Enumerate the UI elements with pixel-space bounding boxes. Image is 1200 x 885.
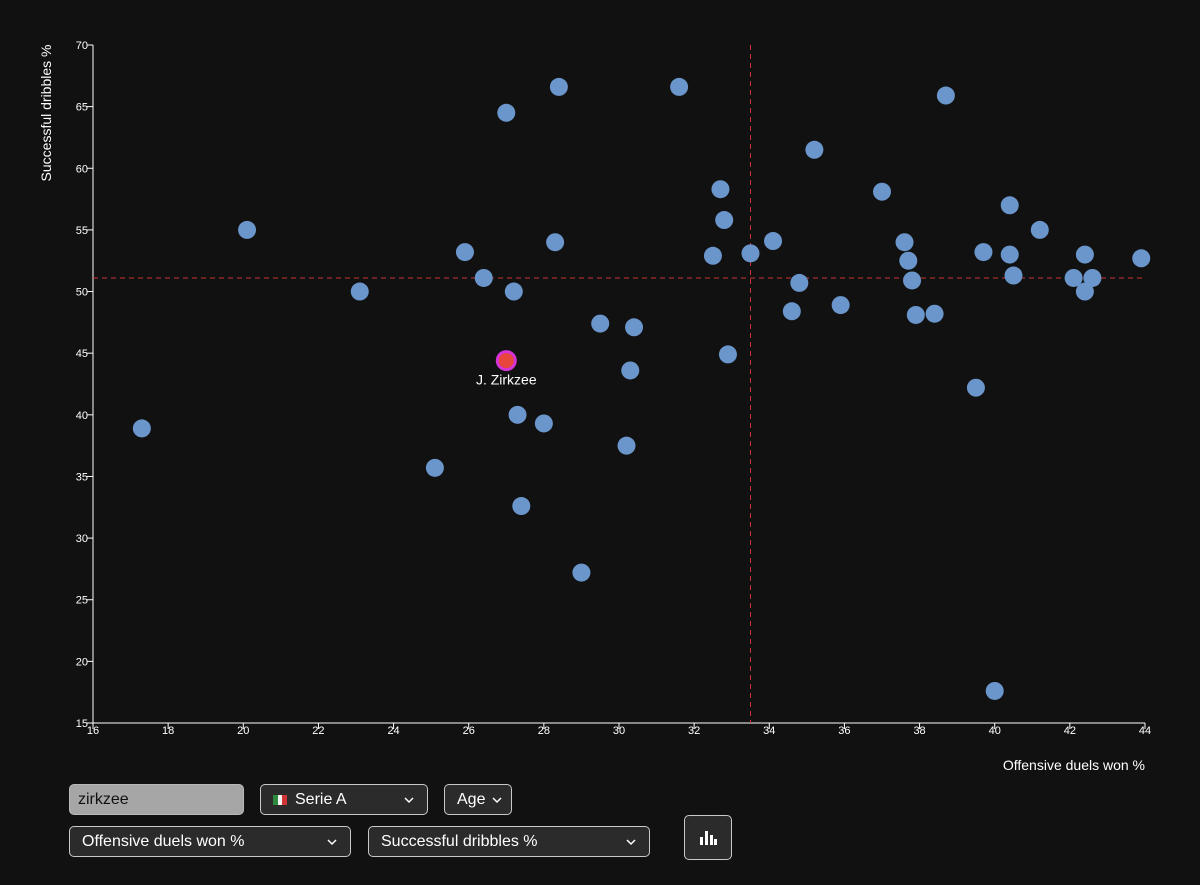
data-point — [504, 282, 523, 301]
data-point — [703, 246, 722, 265]
highlighted-point-label: J. Zirkzee — [476, 372, 537, 388]
data-point — [985, 681, 1004, 700]
data-point — [572, 563, 591, 582]
data-point — [1083, 268, 1102, 287]
data-point — [534, 414, 553, 433]
data-point — [899, 251, 918, 270]
data-point — [132, 419, 151, 438]
italy-flag-icon — [273, 794, 288, 805]
y-tick-label: 65 — [76, 102, 88, 114]
x-tick-label: 40 — [989, 725, 1001, 737]
x-metric-select[interactable]: Offensive duels won % — [69, 826, 351, 857]
y-tick-label: 15 — [76, 718, 88, 730]
x-tick-label: 44 — [1139, 725, 1151, 737]
data-point — [549, 77, 568, 96]
data-point — [621, 361, 640, 380]
x-tick-label: 30 — [613, 725, 625, 737]
x-tick-label: 28 — [538, 725, 550, 737]
data-point — [936, 86, 955, 105]
y-tick-label: 40 — [76, 410, 88, 422]
data-point — [966, 378, 985, 397]
data-point — [546, 233, 565, 252]
x-tick-label: 16 — [87, 725, 99, 737]
data-point — [474, 268, 493, 287]
age-select-label: Age — [457, 790, 486, 808]
y-tick-label: 25 — [76, 595, 88, 607]
data-point — [350, 282, 369, 301]
data-point — [1000, 196, 1019, 215]
data-point — [715, 211, 734, 230]
data-point — [425, 458, 444, 477]
data-point — [741, 244, 760, 263]
age-select[interactable]: Age — [444, 784, 512, 815]
data-point — [1075, 245, 1094, 264]
chevron-down-icon — [492, 796, 502, 803]
y-tick-label: 70 — [76, 40, 88, 52]
data-point — [903, 271, 922, 290]
league-select-label: Serie A — [295, 790, 347, 808]
y-tick-label: 45 — [76, 348, 88, 360]
y-tick-label: 35 — [76, 471, 88, 483]
data-point — [718, 345, 737, 364]
data-point — [974, 243, 993, 262]
data-point — [764, 232, 783, 251]
data-point — [591, 314, 610, 333]
x-tick-label: 42 — [1064, 725, 1076, 737]
chevron-down-icon — [404, 796, 414, 803]
y-tick-label: 60 — [76, 163, 88, 175]
data-point — [1064, 268, 1083, 287]
data-point — [1004, 266, 1023, 285]
data-point — [617, 436, 636, 455]
data-point — [711, 180, 730, 199]
data-point — [873, 182, 891, 201]
data-point — [790, 273, 809, 292]
data-point — [238, 220, 257, 239]
y-metric-select-label: Successful dribbles % — [381, 832, 538, 850]
x-tick-label: 32 — [688, 725, 700, 737]
x-tick-label: 36 — [838, 725, 850, 737]
y-axis-title: Successful dribbles % — [38, 45, 54, 182]
data-point — [625, 318, 644, 337]
data-point — [895, 233, 914, 252]
data-point — [782, 302, 801, 321]
data-point — [508, 405, 527, 424]
bar-chart-icon — [700, 830, 717, 845]
data-point — [805, 140, 824, 159]
player-search-input[interactable] — [69, 784, 244, 815]
x-tick-label: 18 — [162, 725, 174, 737]
data-point — [1075, 282, 1094, 301]
y-tick-label: 20 — [76, 656, 88, 668]
y-tick-label: 55 — [76, 225, 88, 237]
highlighted-point — [495, 350, 517, 372]
data-point — [906, 305, 925, 324]
chevron-down-icon — [626, 838, 636, 845]
data-point — [497, 103, 516, 122]
data-point — [455, 243, 474, 262]
data-point — [1030, 220, 1049, 239]
y-tick-label: 30 — [76, 533, 88, 545]
data-point — [831, 296, 850, 315]
data-point — [512, 497, 531, 516]
chevron-down-icon — [327, 838, 337, 845]
league-select[interactable]: Serie A — [260, 784, 428, 815]
x-tick-label: 26 — [463, 725, 475, 737]
data-point — [670, 77, 689, 96]
x-tick-label: 34 — [763, 725, 775, 737]
x-axis-title: Offensive duels won % — [1003, 757, 1145, 773]
data-point — [1000, 245, 1019, 264]
x-tick-label: 38 — [913, 725, 925, 737]
data-point — [925, 304, 944, 323]
chart-type-button[interactable] — [684, 815, 732, 860]
y-metric-select[interactable]: Successful dribbles % — [368, 826, 650, 857]
x-tick-label: 24 — [387, 725, 399, 737]
league-select-value-wrap: Serie A — [273, 791, 347, 809]
x-metric-select-label: Offensive duels won % — [82, 832, 245, 850]
x-tick-label: 20 — [237, 725, 249, 737]
x-tick-label: 22 — [312, 725, 324, 737]
scatter-chart: 16 18 20 22 24 26 28 30 32 34 36 38 40 42 44 15 20 25 30 35… — [38, 40, 1151, 773]
data-point — [1132, 249, 1151, 268]
y-tick-label: 50 — [76, 287, 88, 299]
